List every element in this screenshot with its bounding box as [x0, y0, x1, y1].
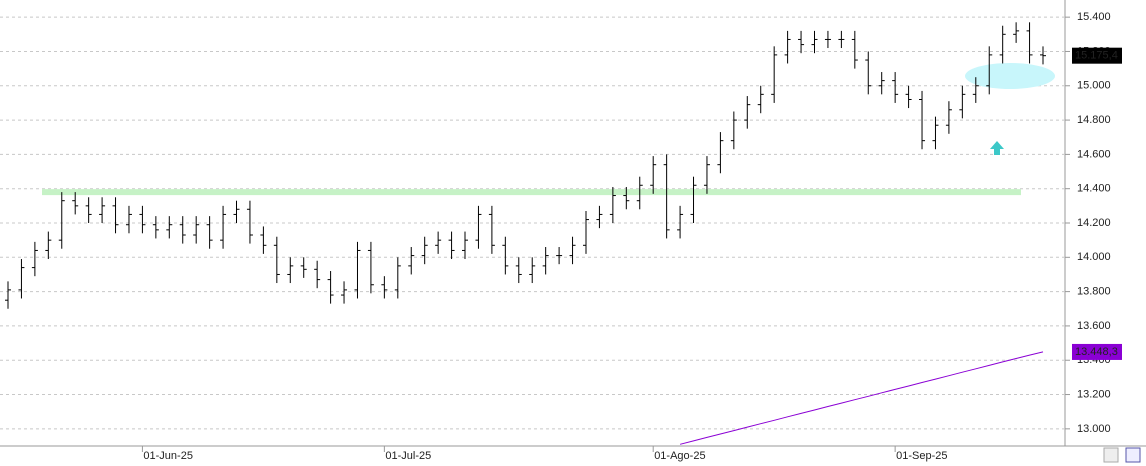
x-tick-label: 01-Sep-25	[896, 450, 947, 462]
settings-button[interactable]	[1103, 447, 1119, 463]
highlight-ellipse	[965, 63, 1055, 89]
y-tick-label: 14.000	[1077, 251, 1111, 263]
last-value-label: 13.448,3	[1075, 346, 1118, 358]
last-value-box	[1072, 47, 1122, 64]
y-tick-label: 15.000	[1077, 80, 1111, 92]
save-button[interactable]	[1125, 447, 1141, 463]
y-tick-label: 13.800	[1077, 286, 1111, 298]
moving-average-line	[679, 351, 1044, 445]
up-arrow	[990, 141, 1004, 155]
y-tick-label: 14.600	[1077, 148, 1111, 160]
y-tick-label: 13.200	[1077, 388, 1111, 400]
y-tick-label: 13.600	[1077, 320, 1111, 332]
y-tick-label: 14.400	[1077, 183, 1111, 195]
last-value-box	[1072, 343, 1122, 360]
last-value-label: 15.175,4	[1075, 50, 1118, 62]
y-tick-label: 13.000	[1077, 423, 1111, 435]
grid-layer	[0, 16, 1065, 430]
y-tick-label: 15.400	[1077, 11, 1111, 23]
x-tick-label: 01-Jun-25	[143, 450, 193, 462]
y-tick-label: 14.800	[1077, 114, 1111, 126]
y-tick-label: 14.200	[1077, 217, 1111, 229]
x-tick-label: 01-Ago-25	[654, 450, 705, 462]
x-tick-label: 01-Jul-25	[385, 450, 431, 462]
